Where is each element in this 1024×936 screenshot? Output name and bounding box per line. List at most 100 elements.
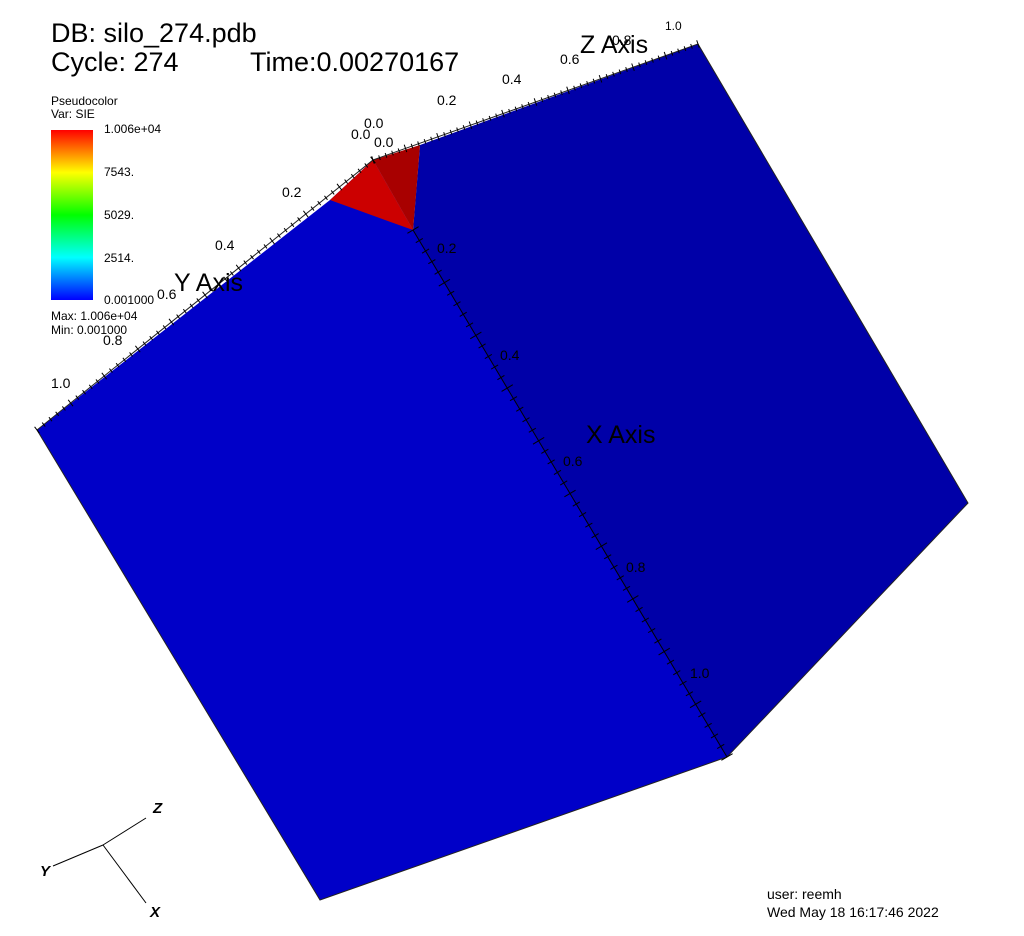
axis-tick xyxy=(189,303,194,309)
axis-tick xyxy=(449,129,453,135)
axis-tick xyxy=(438,278,451,287)
y-axis-ticks xyxy=(34,156,376,434)
axis-tick xyxy=(533,98,538,106)
cycle-label: Cycle: 274 xyxy=(51,47,179,77)
axis-tick xyxy=(501,109,505,118)
axis-tick xyxy=(61,406,66,411)
axis-tick xyxy=(616,575,624,581)
axis-tick xyxy=(566,86,570,95)
axis-tick xyxy=(436,132,440,141)
axis-tick xyxy=(547,94,550,100)
axis-tick xyxy=(384,152,388,158)
axis-tick xyxy=(572,501,581,507)
legend-plot-type: Pseudocolor xyxy=(51,94,118,108)
axis-tick xyxy=(578,512,587,518)
x-tick-label: 1.0 xyxy=(690,665,710,681)
axis-tick xyxy=(235,264,242,272)
triad-z-label: Z xyxy=(153,800,163,817)
axis-tick xyxy=(618,69,622,75)
axis-tick xyxy=(716,743,725,749)
axis-tick xyxy=(696,40,700,48)
z-tick-label: 0.2 xyxy=(437,92,457,108)
z-tick-label: 0.8 xyxy=(612,32,632,48)
axis-tick xyxy=(490,364,499,370)
legend-tick-label: 5029. xyxy=(104,208,135,222)
axis-tick xyxy=(229,271,234,276)
axis-tick xyxy=(612,71,615,77)
axis-tick xyxy=(453,301,461,307)
axis-tick xyxy=(553,469,562,475)
axis-tick xyxy=(297,217,301,222)
axis-tick xyxy=(559,480,568,486)
triad-x-label: X xyxy=(150,904,161,921)
hot-region-right xyxy=(373,145,420,230)
axis-tick xyxy=(605,74,609,79)
axis-tick xyxy=(256,249,261,255)
triad-y-label: Y xyxy=(40,863,51,880)
axis-tick xyxy=(88,384,93,390)
x-tick-label: 0.2 xyxy=(437,240,457,256)
y-tick-label: 0.8 xyxy=(103,332,123,348)
axis-tick xyxy=(666,659,675,665)
axis-tick xyxy=(446,290,455,296)
axis-tick xyxy=(595,542,608,550)
axis-tick xyxy=(651,57,654,63)
axis-tick xyxy=(134,345,141,353)
axis-tick xyxy=(250,254,254,260)
legend-tick-label: 1.006e+04 xyxy=(104,122,162,136)
axis-tick xyxy=(109,368,113,373)
axis-tick xyxy=(397,148,401,154)
axis-tick xyxy=(495,113,498,119)
axis-tick xyxy=(484,353,493,360)
axis-tick xyxy=(310,206,315,211)
axis-tick xyxy=(196,298,201,303)
axis-tick xyxy=(302,210,309,218)
axis-tick xyxy=(527,101,531,107)
z-tick-label: 0.4 xyxy=(502,71,522,87)
y-tick-label: 0.4 xyxy=(215,237,235,253)
axis-tick xyxy=(598,74,603,83)
axis-tick xyxy=(456,127,459,133)
axis-tick xyxy=(521,104,524,110)
axis-tick xyxy=(378,155,381,161)
y-tick-label: 0.2 xyxy=(282,184,302,200)
axis-tick xyxy=(182,308,187,314)
axis-tick xyxy=(423,138,427,144)
legend-tick-label: 7543. xyxy=(104,165,135,179)
axis-tick xyxy=(41,422,46,427)
cube-left-face xyxy=(37,160,727,900)
axis-tick xyxy=(553,92,557,98)
y-axis-title: Y Axis xyxy=(174,269,244,297)
axis-tick xyxy=(573,85,576,91)
axis-tick xyxy=(209,287,214,292)
axis-tick xyxy=(721,753,733,761)
triad-z-line xyxy=(102,817,147,846)
axis-tick xyxy=(434,269,442,275)
legend-min: Min: 0.001000 xyxy=(51,323,128,337)
date-label: Wed May 18 16:17:46 2022 xyxy=(767,904,939,920)
axis-tick xyxy=(654,638,662,644)
y-tick-label: 0.0 xyxy=(351,126,371,142)
axis-tick xyxy=(625,67,628,72)
axis-tick xyxy=(509,396,518,402)
axis-tick xyxy=(698,712,706,718)
axis-triad xyxy=(52,817,147,904)
axis-tick xyxy=(622,585,631,591)
axis-tick xyxy=(371,156,375,164)
axis-tick xyxy=(710,733,719,739)
axis-tick xyxy=(403,144,408,153)
axis-tick xyxy=(516,406,524,412)
x-tick-label: 0.0 xyxy=(374,134,394,150)
axis-tick xyxy=(129,352,133,357)
axis-tick xyxy=(410,143,414,149)
legend-variable: Var: SIE xyxy=(51,107,95,121)
axis-tick xyxy=(67,399,74,407)
axis-tick xyxy=(638,62,641,68)
axis-tick xyxy=(670,50,674,56)
axis-tick xyxy=(415,238,424,244)
axis-tick xyxy=(115,362,120,368)
axis-tick xyxy=(407,226,419,234)
axis-tick xyxy=(176,314,181,319)
axis-tick xyxy=(162,325,167,330)
